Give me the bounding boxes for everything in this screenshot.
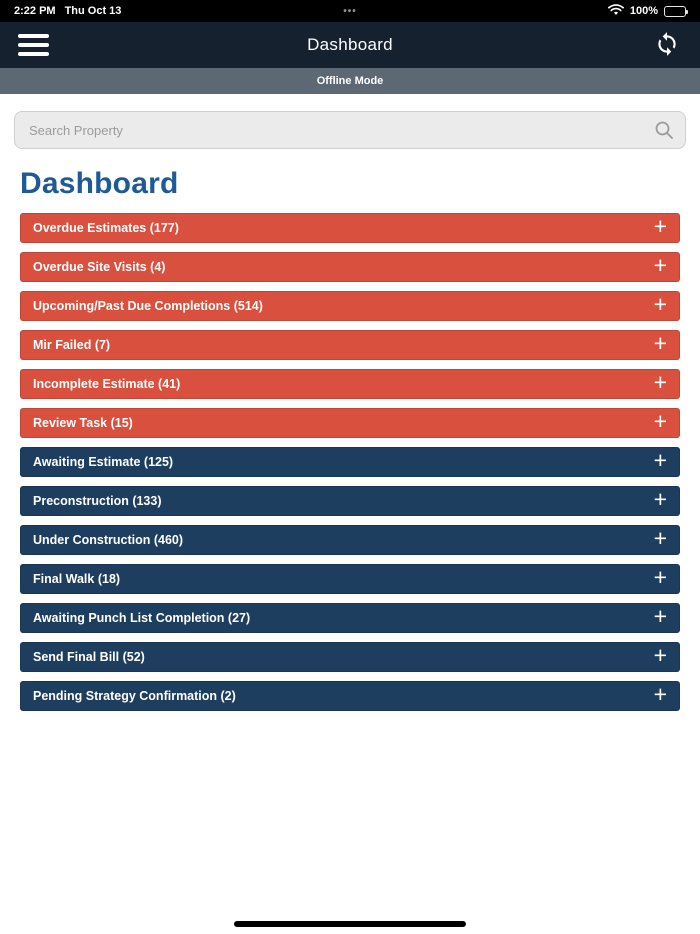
section-label: Final Walk (18) [33, 572, 121, 586]
refresh-button[interactable] [652, 30, 682, 60]
menu-button[interactable] [18, 30, 49, 60]
wifi-icon [607, 3, 624, 19]
expand-plus-icon[interactable]: + [653, 486, 667, 512]
expand-plus-icon[interactable]: + [653, 369, 667, 395]
section-label: Incomplete Estimate (41) [33, 377, 181, 391]
nav-title: Dashboard [307, 35, 393, 54]
home-indicator-bar[interactable] [234, 921, 466, 927]
search-input[interactable] [14, 111, 686, 149]
section-label: Preconstruction (133) [33, 494, 162, 508]
expand-plus-icon[interactable]: + [653, 642, 667, 668]
expand-plus-icon[interactable]: + [653, 447, 667, 473]
section-row[interactable]: Upcoming/Past Due Completions (514) + [20, 291, 680, 321]
multitask-dots-icon: ••• [343, 5, 357, 17]
section-label: Awaiting Punch List Completion (27) [33, 611, 251, 625]
section-row[interactable]: Review Task (15) + [20, 408, 680, 438]
section-label: Mir Failed (7) [33, 338, 111, 352]
search-box [14, 111, 686, 149]
battery-icon [664, 5, 688, 17]
expand-plus-icon[interactable]: + [653, 213, 667, 239]
hamburger-icon [18, 34, 49, 38]
expand-plus-icon[interactable]: + [653, 681, 667, 707]
date: Thu Oct 13 [64, 5, 122, 17]
section-label: Upcoming/Past Due Completions (514) [33, 299, 263, 313]
section-row[interactable]: Send Final Bill (52) + [20, 642, 680, 672]
status-bar: 2:22 PM Thu Oct 13 ••• 100% [0, 0, 700, 22]
expand-plus-icon[interactable]: + [653, 408, 667, 434]
expand-plus-icon[interactable]: + [653, 291, 667, 317]
expand-plus-icon[interactable]: + [653, 330, 667, 356]
section-list: Overdue Estimates (177) + Overdue Site Vis… [14, 213, 686, 711]
section-label: Under Construction (460) [33, 533, 184, 547]
section-row[interactable]: Overdue Estimates (177) + [20, 213, 680, 243]
section-row[interactable]: Overdue Site Visits (4) + [20, 252, 680, 282]
section-row[interactable]: Awaiting Estimate (125) + [20, 447, 680, 477]
section-label: Overdue Site Visits (4) [33, 260, 166, 274]
section-row[interactable]: Under Construction (460) + [20, 525, 680, 555]
offline-banner: Offline Mode [0, 68, 700, 94]
expand-plus-icon[interactable]: + [653, 252, 667, 278]
section-row[interactable]: Preconstruction (133) + [20, 486, 680, 516]
section-row[interactable]: Pending Strategy Confirmation (2) + [20, 681, 680, 711]
section-label: Pending Strategy Confirmation (2) [33, 689, 236, 703]
main-content: Dashboard Overdue Estimates (177)+Overdu… [0, 94, 700, 934]
section-row[interactable]: Final Walk (18) + [20, 564, 680, 594]
search-icon [654, 120, 674, 145]
section-label: Awaiting Estimate (125) [33, 455, 174, 469]
section-label: Review Task (15) [33, 416, 133, 430]
section-row[interactable]: Incomplete Estimate (41) + [20, 369, 680, 399]
section-row[interactable]: Awaiting Punch List Completion (27) + [20, 603, 680, 633]
expand-plus-icon[interactable]: + [653, 603, 667, 629]
expand-plus-icon[interactable]: + [653, 564, 667, 590]
page-title: Dashboard [20, 167, 179, 200]
section-label: Send Final Bill (52) [33, 650, 145, 664]
section-label: Overdue Estimates (177) [33, 221, 179, 235]
sync-icon [654, 31, 680, 60]
battery-percent: 100% [629, 5, 658, 17]
section-row[interactable]: Mir Failed (7) + [20, 330, 680, 360]
expand-plus-icon[interactable]: + [653, 525, 667, 551]
nav-bar: Dashboard [0, 22, 700, 68]
clock: 2:22 PM [14, 5, 56, 17]
